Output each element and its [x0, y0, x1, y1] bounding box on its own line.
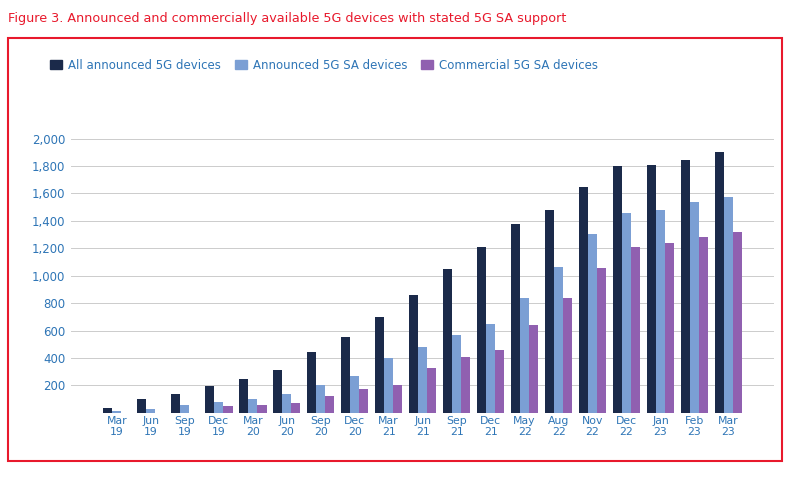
Bar: [452, 336, 461, 413]
Bar: [418, 347, 427, 413]
Bar: [137, 399, 146, 413]
Legend: All announced 5G devices, Announced 5G SA devices, Commercial 5G SA devices: All announced 5G devices, Announced 5G S…: [45, 54, 603, 76]
Bar: [495, 350, 504, 413]
Bar: [443, 269, 452, 413]
Bar: [656, 210, 665, 413]
Bar: [316, 384, 325, 413]
Bar: [375, 317, 384, 413]
Bar: [733, 232, 743, 413]
Bar: [171, 394, 180, 413]
Bar: [214, 402, 224, 413]
Bar: [724, 197, 733, 413]
Bar: [409, 295, 418, 413]
Bar: [529, 325, 538, 413]
Bar: [647, 165, 656, 413]
Bar: [597, 268, 606, 413]
Bar: [622, 213, 631, 413]
Bar: [239, 379, 248, 413]
Bar: [393, 385, 402, 413]
Bar: [563, 298, 572, 413]
Bar: [715, 152, 724, 413]
Bar: [384, 358, 393, 413]
Bar: [350, 376, 359, 413]
Bar: [180, 405, 190, 413]
Bar: [359, 389, 368, 413]
Bar: [486, 324, 495, 413]
Bar: [258, 405, 266, 413]
Bar: [477, 247, 486, 413]
Bar: [205, 386, 214, 413]
Bar: [588, 234, 597, 413]
Bar: [427, 368, 436, 413]
Bar: [292, 403, 300, 413]
Bar: [631, 247, 641, 413]
Text: Figure 3. Announced and commercially available 5G devices with stated 5G SA supp: Figure 3. Announced and commercially ava…: [8, 12, 566, 25]
Bar: [554, 267, 563, 413]
Bar: [248, 399, 258, 413]
Bar: [665, 243, 675, 413]
Bar: [112, 411, 122, 413]
Bar: [699, 237, 709, 413]
Bar: [461, 357, 470, 413]
Bar: [224, 406, 232, 413]
Bar: [341, 336, 350, 413]
Bar: [307, 352, 316, 413]
Bar: [103, 408, 112, 413]
Bar: [520, 298, 529, 413]
Bar: [325, 396, 334, 413]
Bar: [613, 166, 622, 413]
Bar: [273, 370, 282, 413]
Bar: [146, 409, 156, 413]
Bar: [681, 160, 690, 413]
Bar: [511, 224, 520, 413]
Bar: [690, 202, 699, 413]
Bar: [579, 187, 588, 413]
Bar: [545, 210, 554, 413]
Bar: [282, 394, 292, 413]
